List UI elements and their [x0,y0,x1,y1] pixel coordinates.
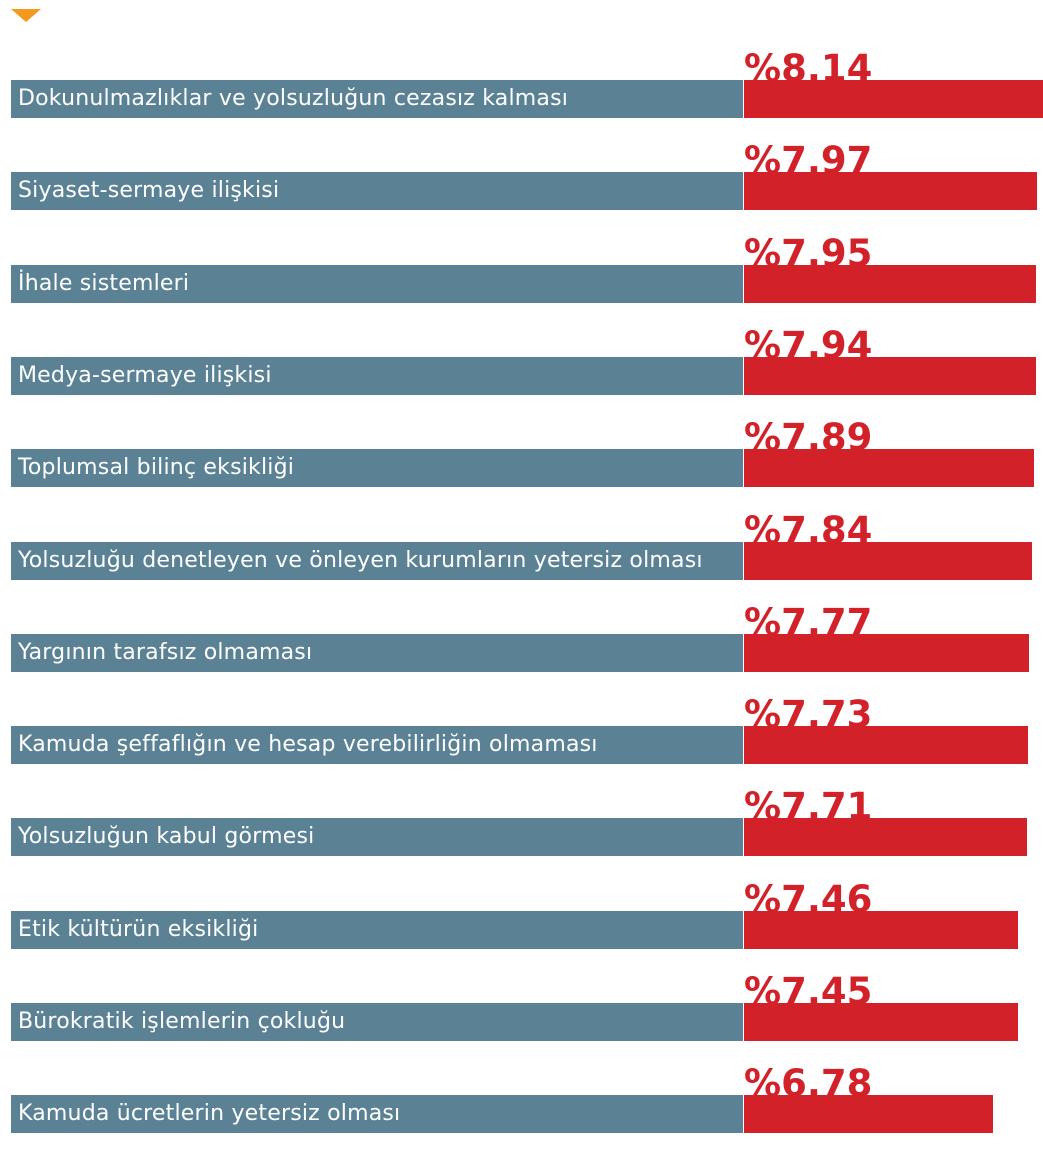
bar-row: Yolsuzluğu denetleyen ve önleyen kurumla… [0,507,1043,599]
value-label-clip: %7,94 [744,322,944,357]
category-bar [11,356,743,395]
value-bar [744,541,1032,580]
bar-row: Kamuda ücretlerin yetersiz olması %6,78 [0,1060,1043,1152]
category-label: Etik kültürün eksikliği [18,916,259,942]
category-label: Yolsuzluğun kabul görmesi [18,824,315,850]
category-bar [11,541,743,580]
category-bar [11,1095,743,1134]
category-label: Bürokratik işlemlerin çokluğu [18,1009,346,1034]
value-label-clip: %8,14 [744,45,944,81]
value-label-clip: %7,97 [744,137,944,173]
value-label-clip: %7,77 [744,599,944,634]
category-bar [11,449,743,488]
category-label: Dokunulmazlıklar ve yolsuzluğun cezasız … [18,86,569,111]
value-label: %7,97 [744,139,873,173]
value-bar [744,1095,994,1134]
bar-row: Dokunulmazlıklar ve yolsuzluğun cezasız … [0,45,1043,137]
bar-row: İhale sistemleri %7,95 [0,230,1043,322]
value-bar [744,449,1034,488]
value-label: %7,71 [744,785,873,819]
category-bar [11,633,743,672]
bar-row: Yargının tarafsız olmaması %7,77 [0,599,1043,691]
bar-row: Bürokratik işlemlerin çokluğu %7,45 [0,968,1043,1060]
value-bar [744,80,1043,118]
value-label: %7,73 [744,693,873,727]
bar-row: Yolsuzluğun kabul görmesi %7,71 [0,783,1043,875]
category-label: Siyaset-sermaye ilişkisi [18,178,280,204]
value-label: %7,94 [744,323,873,357]
value-label-clip: %7,73 [744,691,944,727]
category-label: Yargının tarafsız olmaması [18,639,313,665]
value-bar [744,910,1019,949]
value-label-clip: %7,45 [744,968,944,1004]
bar-row: Medya-sermaye ilişkisi %7,94 [0,322,1043,414]
value-label-clip: %6,78 [744,1060,944,1096]
category-label: Toplumsal bilinç eksikliği [18,455,295,481]
value-bar [744,172,1037,211]
value-label: %7,95 [744,231,873,265]
value-bar [744,726,1028,765]
value-bar [744,356,1036,395]
bar-row: Kamuda şeffaflığın ve hesap verebilirliğ… [0,691,1043,783]
category-label: İhale sistemleri [18,270,190,296]
category-bar [11,1003,743,1041]
category-bar [11,818,743,857]
category-label: Yolsuzluğu denetleyen ve önleyen kurumla… [18,547,703,573]
value-label: %7,89 [744,416,873,450]
category-bar [11,726,743,765]
value-label: %7,46 [744,877,873,911]
value-bar [744,633,1030,672]
value-bar [744,1003,1018,1041]
triangle-down-icon [11,9,41,22]
value-label: %8,14 [744,47,873,81]
value-label: %7,77 [744,600,873,634]
category-label: Medya-sermaye ilişkisi [18,362,272,388]
value-label-clip: %7,71 [744,783,944,819]
category-bar [11,910,743,949]
bar-row: Siyaset-sermaye ilişkisi %7,97 [0,137,1043,229]
category-bar [11,264,743,303]
category-bar [11,80,743,118]
value-bar [744,264,1037,303]
category-bar [11,172,743,211]
value-label-clip: %7,46 [744,876,944,911]
value-bar [744,818,1028,857]
value-label: %7,45 [744,970,873,1004]
value-label-clip: %7,89 [744,414,944,450]
category-label: Kamuda şeffaflığın ve hesap verebilirliğ… [18,732,598,758]
value-label-clip: %7,84 [744,507,944,542]
bar-row: Etik kültürün eksikliği %7,46 [0,876,1043,968]
value-label: %6,78 [744,1062,873,1096]
value-label: %7,84 [744,508,873,542]
category-label: Kamuda ücretlerin yetersiz olması [18,1101,401,1127]
bar-row: Toplumsal bilinç eksikliği %7,89 [0,414,1043,506]
value-label-clip: %7,95 [744,230,944,265]
